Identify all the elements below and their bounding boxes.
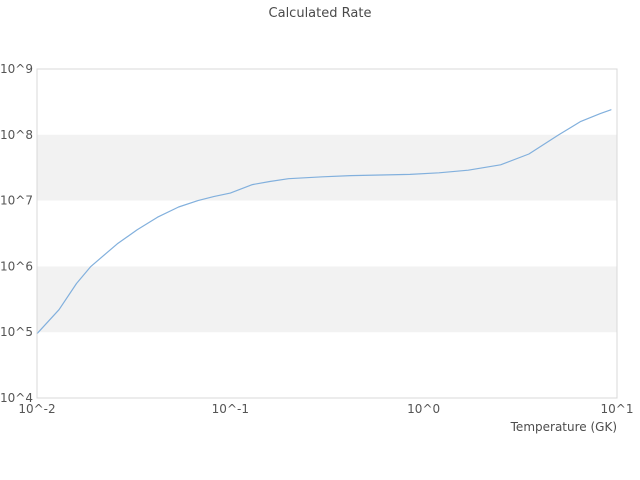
- y-tick-label: 10^5: [0, 325, 33, 339]
- chart-title: Calculated Rate: [269, 6, 372, 21]
- rate-line-series: [36, 109, 612, 335]
- y-tick-label: 10^7: [0, 194, 33, 208]
- y-tick-label: 10^4: [0, 391, 33, 405]
- x-axis-tick-labels: 10^-2 10^-1 10^0 10^1: [18, 402, 633, 416]
- x-tick-label: 10^-1: [212, 402, 249, 416]
- plot-border: [36, 68, 618, 399]
- y-axis-tick-labels: 10^4 10^5 10^6 10^7 10^8 10^9: [0, 62, 33, 405]
- x-tick-label: 10^0: [407, 402, 440, 416]
- y-tick-label: 10^6: [0, 259, 33, 273]
- y-tick-label: 10^9: [0, 62, 33, 76]
- plot-background: [37, 69, 617, 398]
- x-axis-label: Temperature (GK): [510, 420, 617, 434]
- decade-band: [37, 134, 617, 201]
- x-tick-label: 10^1: [601, 402, 634, 416]
- x-tick-label: 10^-2: [18, 402, 55, 416]
- y-tick-label: 10^8: [0, 128, 33, 142]
- shaded-bands: [37, 134, 617, 333]
- decade-band: [37, 266, 617, 333]
